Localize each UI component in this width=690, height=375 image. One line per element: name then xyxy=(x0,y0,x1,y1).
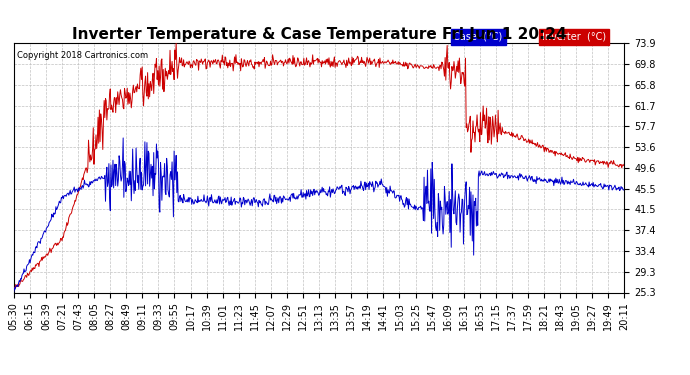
Text: Case  (°C): Case (°C) xyxy=(453,32,503,42)
Text: Copyright 2018 Cartronics.com: Copyright 2018 Cartronics.com xyxy=(17,51,148,60)
Title: Inverter Temperature & Case Temperature Fri Jun 1 20:24: Inverter Temperature & Case Temperature … xyxy=(72,27,566,42)
Text: Inverter  (°C): Inverter (°C) xyxy=(542,32,606,42)
